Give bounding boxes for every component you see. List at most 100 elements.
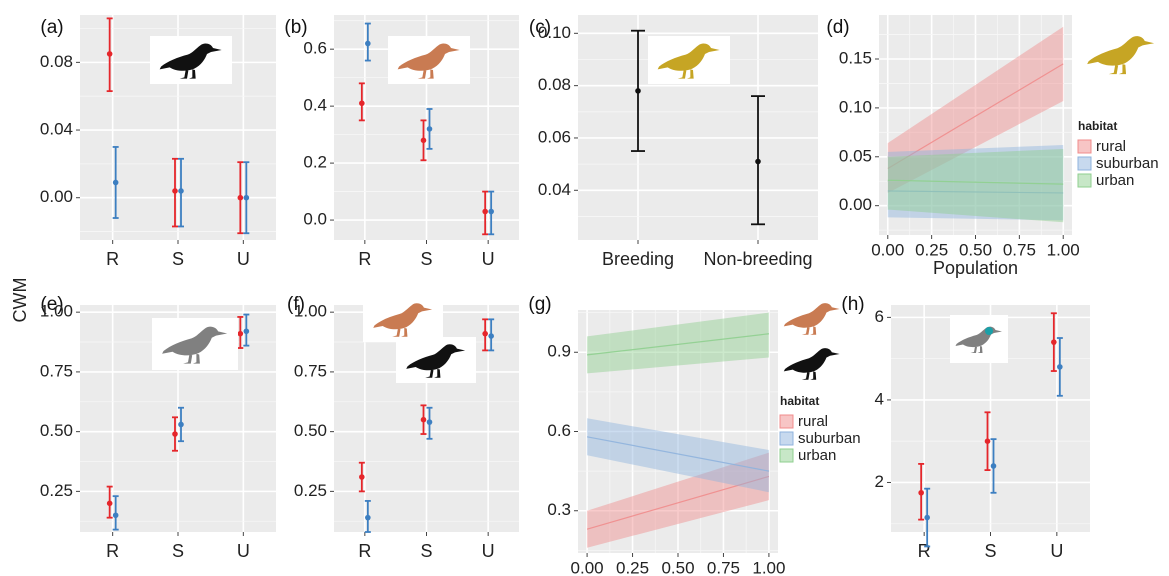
panel-label: (f) <box>287 294 305 315</box>
data-point <box>924 514 930 521</box>
x-tick-label: U <box>237 249 250 269</box>
x-tick-label: S <box>172 541 184 561</box>
bird-icon <box>396 337 476 383</box>
legend-swatch <box>779 448 794 463</box>
data-point <box>365 40 371 47</box>
bird-icon <box>150 36 232 84</box>
confidence-band <box>887 148 1064 223</box>
legend-swatch <box>1077 139 1092 154</box>
panel-label: (c) <box>529 17 551 38</box>
panel-label: (h) <box>841 294 864 315</box>
data-point <box>488 208 494 215</box>
y-tick-label: 0.75 <box>294 361 327 380</box>
panel-d: (d) 0.00 0.05 0.10 0.15 0.00 0.25 0.50 0.75 1.00 P… <box>826 15 1159 278</box>
confidence-band <box>587 452 769 548</box>
x-tick-label: 0.50 <box>959 240 992 259</box>
data-point <box>178 188 184 194</box>
y-tick-label: 0.2 <box>303 153 327 172</box>
bird-icon <box>783 348 840 380</box>
x-tick-label: U <box>482 249 495 269</box>
x-tick-label: 1.00 <box>752 558 785 576</box>
trend-line <box>586 436 770 472</box>
legend-swatch <box>1077 156 1092 171</box>
y-tick-label: 1.00 <box>40 302 73 321</box>
y-tick-label: 0.10 <box>839 97 872 116</box>
y-tick-label: 0.50 <box>294 421 327 440</box>
x-tick-label: 0.75 <box>707 558 740 576</box>
data-point <box>237 194 244 201</box>
data-point <box>178 421 184 428</box>
bird-silhouette <box>783 348 840 380</box>
confidence-band <box>587 418 769 493</box>
y-tick-label: 0.10 <box>538 23 571 42</box>
panel-label: (a) <box>40 17 63 38</box>
confidence-band <box>887 26 1064 193</box>
bird-icon <box>783 303 840 335</box>
x-axis-label: Population <box>933 258 1018 278</box>
y-tick-label: 0.06 <box>538 127 571 146</box>
data-point <box>112 512 119 519</box>
bird-icon <box>950 315 1008 363</box>
panel-label: (e) <box>40 294 63 315</box>
data-point <box>918 489 924 496</box>
y-tick-label: 0.04 <box>538 180 571 199</box>
y-tick-label: 0.6 <box>303 39 327 58</box>
data-point <box>112 179 119 186</box>
x-tick-label: S <box>172 249 184 269</box>
legend-swatch <box>779 431 794 446</box>
bird-icon <box>152 318 238 370</box>
y-axis-label: CWM <box>10 278 30 323</box>
x-tick-label: R <box>918 541 931 561</box>
trend-line <box>887 190 1064 194</box>
data-point <box>172 188 178 194</box>
y-tick-label: 0.9 <box>547 342 571 361</box>
data-point <box>1051 339 1057 345</box>
x-tick-label: R <box>106 249 119 269</box>
legend-item-label: urban <box>1096 172 1134 189</box>
y-tick-label: 0.0 <box>303 210 327 229</box>
y-tick-label: 4 <box>875 389 884 408</box>
x-tick-label: S <box>420 541 432 561</box>
y-tick-label: 0.4 <box>303 96 327 115</box>
panel-h: (h) 2 4 6 R S U <box>841 294 1090 561</box>
data-point <box>1057 364 1063 370</box>
y-tick-label: 0.08 <box>40 52 73 71</box>
data-point <box>365 514 371 521</box>
trend-line <box>887 63 1064 170</box>
data-point <box>635 88 641 94</box>
panel-b: (b) 0.0 0.2 0.4 0.6 R S U <box>284 15 519 269</box>
y-tick-label: 0.50 <box>40 421 73 440</box>
confidence-band <box>587 312 769 374</box>
x-tick-label: 0.25 <box>616 558 649 576</box>
data-point <box>106 500 113 507</box>
panel-a: (a) 0.00 0.04 0.08 R S U <box>40 15 276 269</box>
bird-icon <box>648 36 730 84</box>
x-tick-label: U <box>482 541 495 561</box>
x-tick-label: 1.00 <box>1047 240 1080 259</box>
x-tick-label: Breeding <box>602 249 674 269</box>
data-point <box>984 438 991 445</box>
data-point <box>172 431 178 437</box>
data-point <box>243 194 250 201</box>
x-tick-label: S <box>420 249 432 269</box>
legend-item-label: rural <box>798 413 828 430</box>
y-tick-label: 0.15 <box>839 48 872 67</box>
x-tick-label: U <box>237 541 250 561</box>
panel-label: (g) <box>528 294 551 315</box>
panel-label: (d) <box>826 17 849 38</box>
panel-g: (g)0.30.60.90.000.250.500.751.00Populati… <box>528 294 860 576</box>
bird-icon <box>388 36 470 84</box>
legend-title: habitat <box>1078 119 1117 133</box>
data-point <box>420 416 427 423</box>
y-tick-label: 0.08 <box>538 75 571 94</box>
bird-throat-patch <box>985 327 993 335</box>
y-tick-label: 6 <box>875 307 884 326</box>
x-tick-label: R <box>358 541 371 561</box>
legend-item-label: suburban <box>1096 155 1159 172</box>
y-tick-label: 0.6 <box>547 421 571 440</box>
y-tick-label: 0.04 <box>40 120 73 139</box>
data-point <box>488 333 494 339</box>
